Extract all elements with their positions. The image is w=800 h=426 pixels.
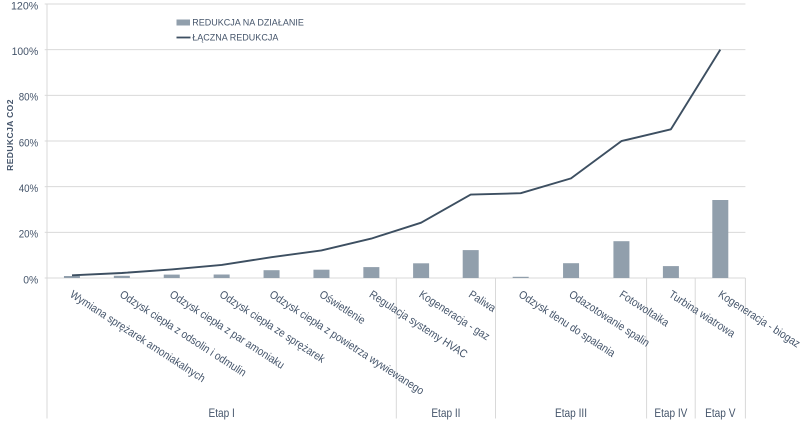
svg-text:Etap III: Etap III xyxy=(555,406,587,420)
svg-text:Etap V: Etap V xyxy=(705,406,736,420)
svg-text:20%: 20% xyxy=(19,229,39,241)
svg-text:100%: 100% xyxy=(12,46,39,58)
svg-text:Etap II: Etap II xyxy=(431,406,460,420)
svg-text:0%: 0% xyxy=(23,274,38,286)
svg-text:40%: 40% xyxy=(19,183,39,195)
svg-text:REDUKCJA CO2: REDUKCJA CO2 xyxy=(5,99,15,171)
svg-text:60%: 60% xyxy=(19,137,39,149)
svg-text:Etap IV: Etap IV xyxy=(654,406,688,420)
svg-text:80%: 80% xyxy=(19,92,39,104)
svg-text:Etap I: Etap I xyxy=(209,406,235,420)
svg-text:ŁĄCZNA REDUKCJA: ŁĄCZNA REDUKCJA xyxy=(192,33,278,43)
svg-text:REDUKCJA NA DZIAŁANIE: REDUKCJA NA DZIAŁANIE xyxy=(192,18,304,28)
svg-text:120%: 120% xyxy=(11,0,38,12)
